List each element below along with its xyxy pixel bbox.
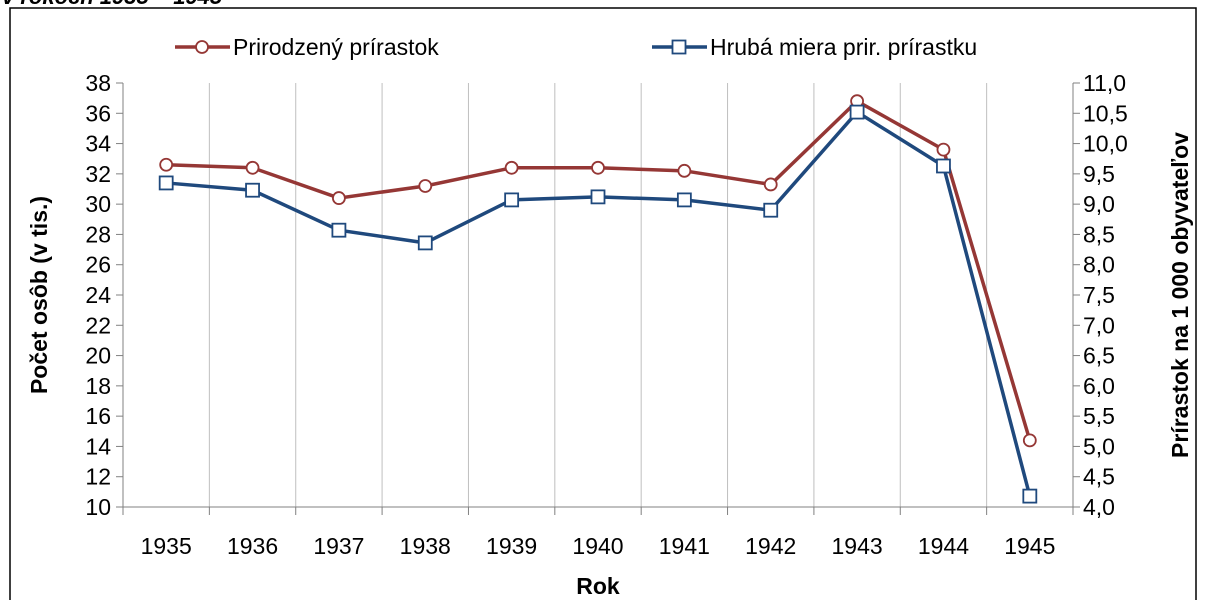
y2-tick-label: 6,0 (1083, 373, 1115, 399)
x-tick-label: 1944 (918, 533, 969, 559)
y-tick-label: 32 (85, 161, 111, 187)
marker (677, 163, 692, 178)
x-tick-label: 1941 (659, 533, 710, 559)
marker (590, 189, 606, 205)
y2-tick-label: 11,0 (1083, 70, 1126, 96)
y-tick-label: 34 (85, 131, 111, 157)
marker (245, 160, 260, 175)
y-tick-label: 22 (85, 312, 111, 338)
y2-tick-label: 4,5 (1083, 464, 1115, 490)
y-tick-label: 24 (85, 282, 111, 308)
y-tick-label: 12 (85, 464, 111, 490)
y-tick-label: 18 (85, 373, 111, 399)
marker (417, 235, 433, 251)
x-tick-label: 1938 (400, 533, 451, 559)
x-tick-label: 1945 (1004, 533, 1055, 559)
x-axis-label: Rok (576, 573, 620, 599)
marker (1022, 433, 1037, 448)
chart-title: v rokoch 1935 – 1945 (2, 0, 223, 9)
marker (332, 191, 346, 205)
marker (504, 192, 520, 208)
x-tick-label: 1939 (486, 533, 537, 559)
y-tick-label: 16 (85, 403, 111, 429)
marker (936, 142, 951, 157)
y-tick-label: 26 (85, 252, 111, 278)
marker (331, 222, 347, 238)
y2-tick-label: 5,5 (1083, 403, 1115, 429)
x-tick-label: 1940 (572, 533, 623, 559)
x-tick-label: 1942 (745, 533, 796, 559)
marker (763, 177, 778, 192)
marker (195, 40, 209, 54)
x-tick-label: 1937 (313, 533, 364, 559)
y-tick-label: 14 (85, 433, 111, 459)
y2-tick-label: 10,5 (1083, 100, 1128, 126)
y2-tick-label: 8,5 (1083, 221, 1115, 247)
y-tick-label: 10 (85, 494, 111, 520)
y2-tick-label: 9,0 (1083, 191, 1115, 217)
y2-tick-label: 7,5 (1083, 282, 1115, 308)
x-tick-label: 1936 (227, 533, 278, 559)
legend-label: Hrubá miera prir. prírastku (710, 34, 977, 60)
marker (245, 182, 260, 198)
marker (849, 104, 865, 120)
y2-tick-label: 4,0 (1083, 494, 1115, 520)
y2-tick-label: 9,5 (1083, 161, 1115, 187)
x-tick-label: 1943 (832, 533, 883, 559)
y2-tick-label: 5,0 (1083, 433, 1115, 459)
y2-tick-label: 6,5 (1083, 343, 1115, 369)
y-tick-label: 28 (85, 221, 111, 247)
legend-label: Prirodzený prírastok (233, 34, 439, 60)
chart-frame (9, 7, 1197, 600)
y2-tick-label: 8,0 (1083, 252, 1115, 278)
marker (671, 39, 687, 55)
y2-tick-label: 10,0 (1083, 131, 1128, 157)
x-tick-label: 1935 (141, 533, 192, 559)
marker (1022, 488, 1038, 504)
y-axis-label: Počet osôb (v tis.) (26, 196, 52, 394)
marker (418, 179, 433, 193)
y-tick-label: 36 (85, 100, 111, 126)
y2-axis-label: Prírastok na 1 000 obyvateľov (1167, 132, 1193, 458)
marker (936, 158, 951, 174)
marker (159, 157, 174, 172)
y2-tick-label: 7,0 (1083, 312, 1115, 338)
y-tick-label: 20 (85, 343, 111, 369)
marker (504, 160, 519, 175)
marker (676, 192, 692, 208)
marker (158, 175, 174, 191)
marker (591, 160, 605, 175)
y-tick-label: 30 (85, 191, 111, 217)
y-tick-label: 38 (85, 70, 111, 96)
marker (763, 202, 779, 218)
